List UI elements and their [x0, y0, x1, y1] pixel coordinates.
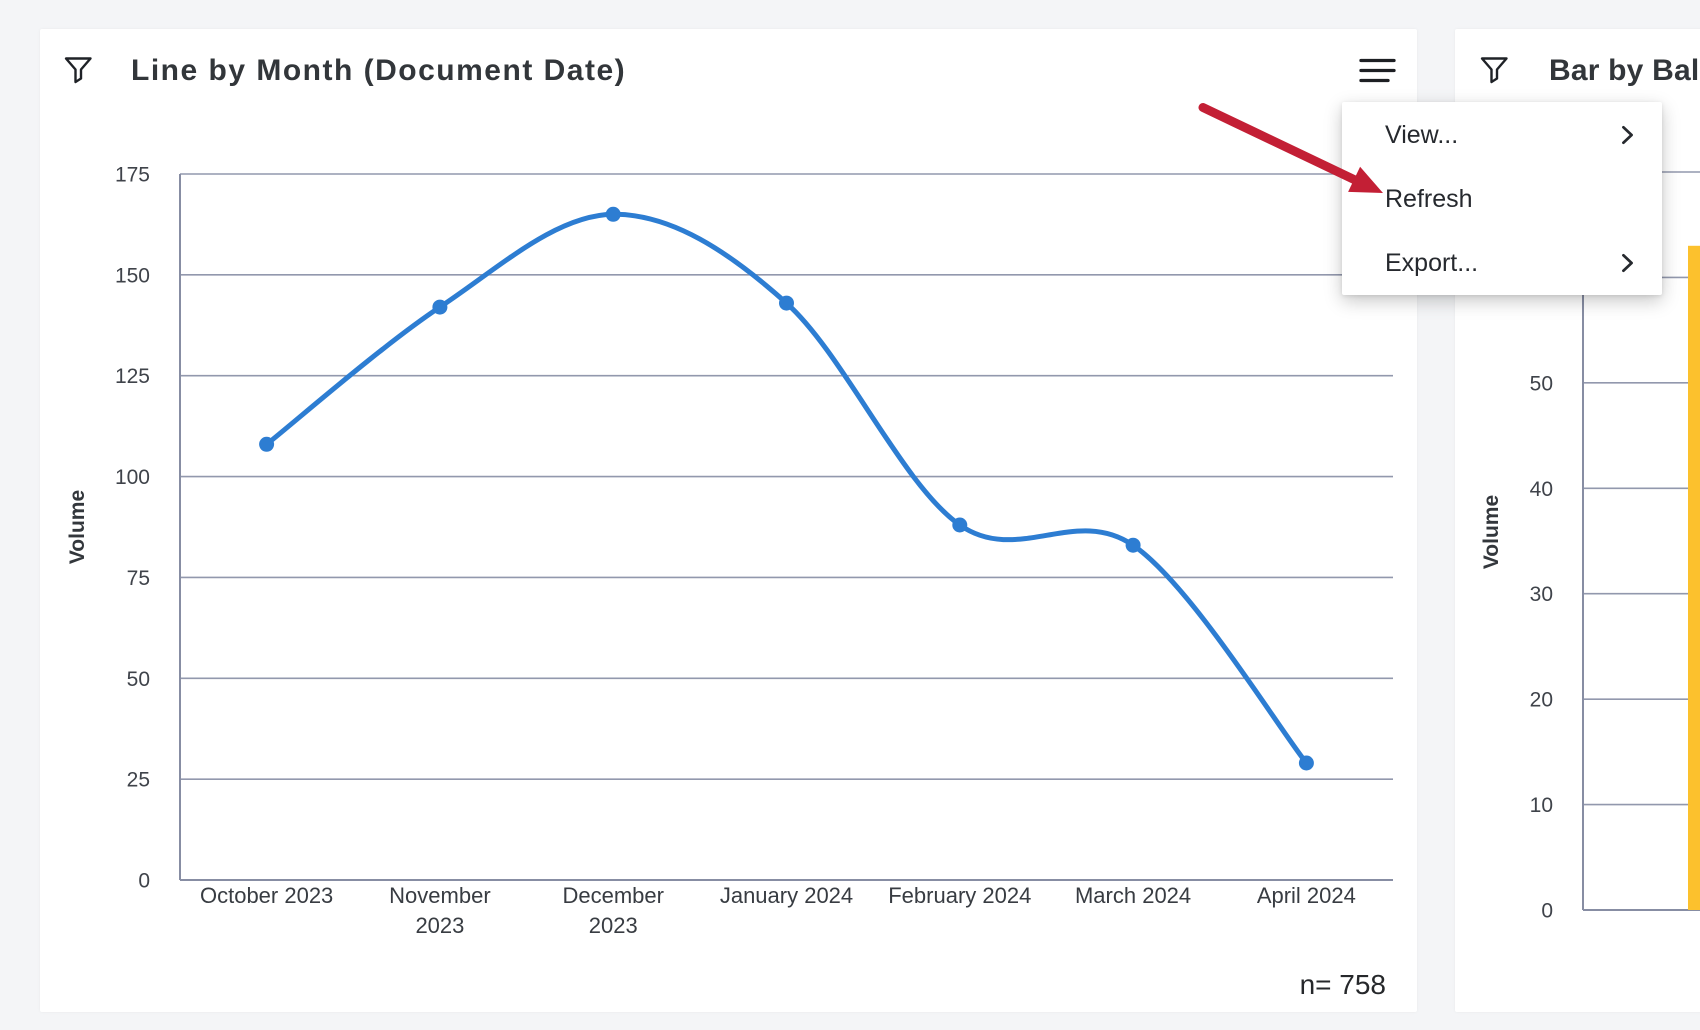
x-axis-tick-label: April 2024 [1257, 883, 1356, 908]
menu-item-refresh[interactable]: Refresh [1342, 167, 1662, 231]
y-axis-tick-label: 0 [1541, 900, 1553, 923]
menu-item-export[interactable]: Export... [1342, 231, 1662, 295]
y-axis-tick-label: 0 [138, 870, 150, 893]
card-menu-button[interactable] [1352, 50, 1404, 92]
x-axis-tick-label: February 2024 [888, 883, 1031, 908]
menu-item-label: Refresh [1385, 184, 1473, 213]
x-axis-tick-label: January 2024 [720, 883, 853, 908]
menu-item-view[interactable]: View... [1342, 103, 1662, 167]
filter-icon[interactable] [62, 54, 94, 86]
line-card-title: Line by Month (Document Date) [131, 54, 627, 87]
y-axis-tick-label: 20 [1530, 689, 1553, 712]
y-axis-tick-label: 75 [127, 567, 150, 590]
y-axis-tick-label: 150 [115, 264, 150, 287]
x-axis-tick-label: December [562, 883, 663, 908]
bar-chart-plot: 010203040506070Volume [1480, 162, 1700, 923]
y-axis-tick-label: 40 [1530, 478, 1553, 501]
x-axis-tick-label: October 2023 [200, 883, 333, 908]
chevron-right-icon [1622, 253, 1633, 273]
x-axis-tick-label: 2023 [415, 913, 464, 938]
y-axis-title: Volume [66, 490, 89, 564]
data-point-marker[interactable] [1298, 755, 1314, 771]
line-chart-plot: 0 25 50 75 100 125 150 175 October 2023 November 2… [66, 164, 1393, 938]
y-axis-title: Volume [1480, 495, 1503, 569]
data-point-marker[interactable] [605, 206, 621, 222]
y-axis-tick-label: 50 [1530, 372, 1553, 395]
y-axis-tick-label: 175 [115, 164, 150, 187]
filter-icon[interactable] [1478, 54, 1510, 86]
line-chart-card [40, 29, 1417, 1012]
chevron-right-icon [1622, 125, 1633, 145]
y-axis-tick-label: 30 [1530, 583, 1553, 606]
data-point-marker[interactable] [432, 299, 448, 315]
y-axis-tick-label: 100 [115, 466, 150, 489]
y-axis-tick-label: 10 [1530, 794, 1553, 817]
sample-count-label: n= 758 [1299, 969, 1386, 1000]
data-point-marker[interactable] [259, 436, 275, 452]
y-axis-tick-label: 25 [127, 769, 150, 792]
y-axis-tick-label: 50 [127, 668, 150, 691]
x-axis-tick-label: November [389, 883, 490, 908]
data-point-marker[interactable] [779, 295, 794, 311]
bar-series-rect[interactable] [1688, 245, 1700, 911]
menu-item-label: Export... [1385, 248, 1479, 277]
bar-card-title: Bar by Bal [1549, 54, 1700, 87]
hamburger-menu-icon [1359, 58, 1396, 83]
context-menu: View... Refresh Export... [1342, 102, 1662, 295]
menu-item-label: View... [1385, 120, 1459, 149]
data-point-marker[interactable] [952, 517, 968, 533]
x-axis-tick-label: March 2024 [1075, 883, 1191, 908]
y-axis-tick-label: 125 [115, 365, 150, 388]
x-axis-tick-label: 2023 [589, 913, 638, 938]
data-point-marker[interactable] [1125, 537, 1141, 553]
